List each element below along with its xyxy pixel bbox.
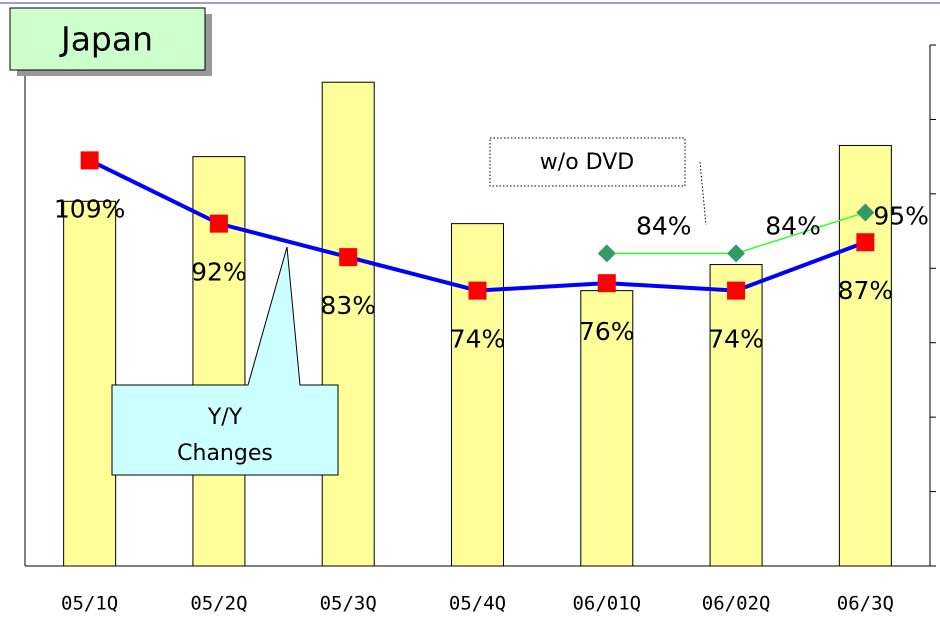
x-tick-label: 05/4Q	[449, 593, 506, 615]
x-tick-label: 05/1Q	[61, 593, 118, 615]
x-tick-label: 05/2Q	[190, 593, 247, 615]
bar	[451, 223, 504, 567]
note-text: w/o DVD	[540, 150, 634, 175]
x-tick-label: 06/3Q	[837, 593, 894, 615]
data-label: 95%	[873, 201, 929, 230]
data-label: 83%	[320, 291, 376, 320]
marker	[339, 248, 358, 267]
marker	[727, 281, 746, 300]
data-label: 87%	[838, 276, 894, 305]
data-label: 76%	[579, 317, 635, 346]
marker	[856, 203, 875, 222]
chart-title: Japan	[59, 20, 153, 59]
x-tick-label: 06/02Q	[702, 593, 771, 615]
title-box	[9, 7, 206, 71]
marker	[209, 214, 228, 233]
data-label: 84%	[765, 211, 821, 240]
callout-box	[111, 246, 339, 476]
bar	[63, 200, 117, 567]
callout-text: Changes	[177, 441, 273, 466]
marker	[597, 244, 616, 263]
bar	[709, 264, 763, 567]
note-leader	[699, 161, 707, 226]
x-tick-label: 05/3Q	[320, 593, 377, 615]
callout-text: Y/Y	[207, 405, 243, 430]
marker	[597, 274, 616, 293]
data-label: 84%	[636, 211, 692, 240]
note-box	[489, 137, 686, 187]
marker	[80, 151, 99, 170]
data-label: 92%	[191, 258, 247, 287]
data-label: 74%	[708, 325, 764, 354]
data-label: 109%	[54, 194, 125, 223]
marker	[727, 244, 746, 263]
data-label: 74%	[450, 325, 506, 354]
marker	[468, 281, 487, 300]
marker	[856, 233, 875, 252]
bar	[580, 290, 634, 567]
plot	[63, 81, 892, 567]
bar	[321, 81, 375, 567]
x-tick-label: 06/01Q	[572, 593, 641, 615]
